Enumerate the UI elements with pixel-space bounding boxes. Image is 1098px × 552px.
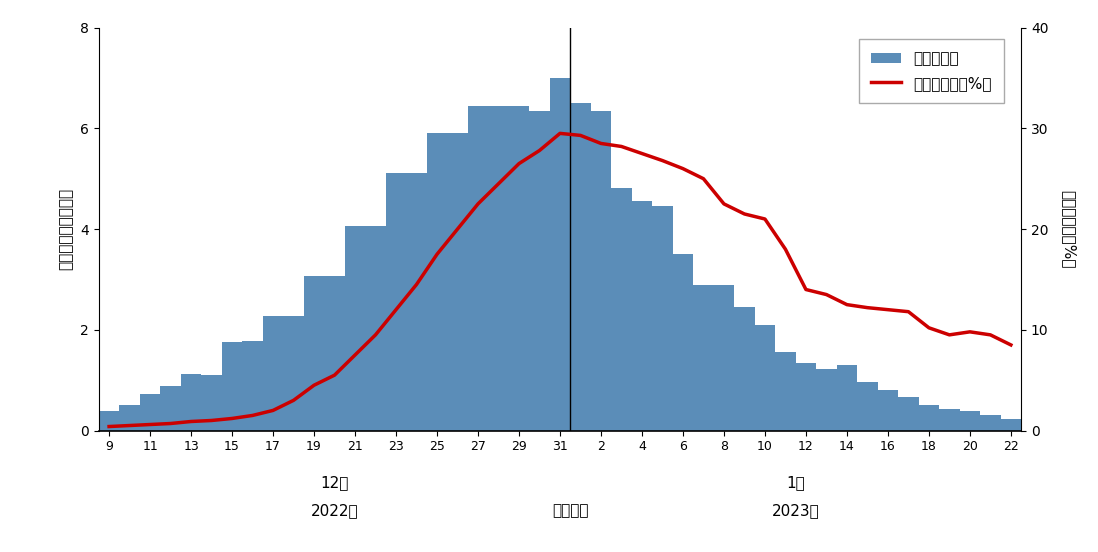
Bar xyxy=(120,405,139,431)
Bar xyxy=(181,374,201,431)
Bar xyxy=(222,342,243,431)
Legend: 检测阳性数, 检测阳性率（%）: 检测阳性数, 检测阳性率（%） xyxy=(859,39,1005,103)
Bar xyxy=(837,365,858,431)
Bar xyxy=(366,226,385,431)
Bar xyxy=(447,134,468,431)
Bar xyxy=(796,363,816,431)
Bar xyxy=(550,78,570,431)
Bar xyxy=(283,316,304,431)
Bar xyxy=(591,111,612,431)
Bar xyxy=(898,397,919,431)
Bar xyxy=(631,201,652,431)
Bar xyxy=(385,173,406,431)
Bar xyxy=(427,134,447,431)
Bar xyxy=(201,375,222,431)
Bar xyxy=(139,394,160,431)
Bar xyxy=(714,285,735,431)
Bar xyxy=(981,416,1000,431)
Bar xyxy=(468,105,489,431)
Bar xyxy=(324,277,345,431)
Bar xyxy=(612,188,631,431)
Bar xyxy=(939,410,960,431)
Bar xyxy=(529,111,550,431)
Text: 报告日期: 报告日期 xyxy=(552,503,589,518)
Bar xyxy=(243,341,262,431)
Bar xyxy=(775,353,796,431)
Y-axis label: 核酸阳性率（%）: 核酸阳性率（%） xyxy=(1062,190,1076,268)
Text: 2023年: 2023年 xyxy=(772,503,819,518)
Bar xyxy=(570,103,591,431)
Bar xyxy=(489,105,508,431)
Bar xyxy=(406,173,427,431)
Y-axis label: 核酸阳性数（百万）: 核酸阳性数（百万） xyxy=(58,188,74,270)
Bar xyxy=(693,285,714,431)
Text: 2022年: 2022年 xyxy=(311,503,358,518)
Bar xyxy=(816,369,837,431)
Bar xyxy=(160,386,181,431)
Bar xyxy=(960,411,981,431)
Bar xyxy=(858,381,877,431)
Bar xyxy=(877,390,898,431)
Bar xyxy=(919,405,939,431)
Bar xyxy=(735,307,754,431)
Bar xyxy=(652,206,673,431)
Bar xyxy=(673,254,693,431)
Text: 1月: 1月 xyxy=(786,475,805,490)
Bar xyxy=(754,325,775,431)
Bar xyxy=(99,411,120,431)
Text: 12月: 12月 xyxy=(321,475,349,490)
Bar xyxy=(508,105,529,431)
Bar xyxy=(262,316,283,431)
Bar xyxy=(345,226,366,431)
Bar xyxy=(304,277,324,431)
Bar xyxy=(1000,420,1021,431)
